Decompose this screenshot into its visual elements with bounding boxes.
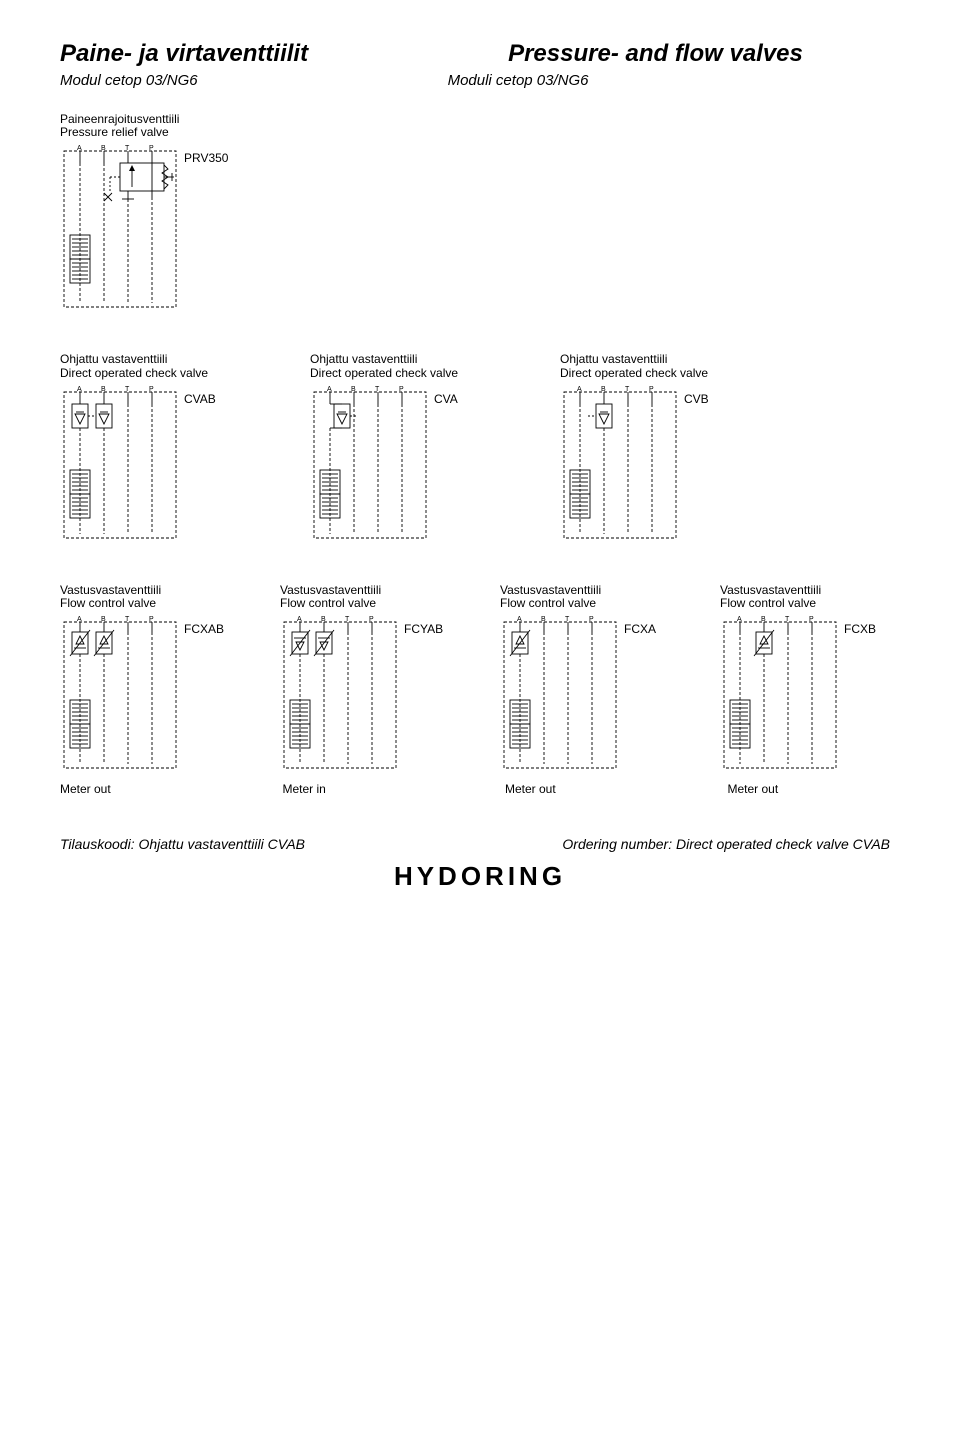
svg-text:A: A — [297, 616, 302, 623]
fcxab-label-fi: Vastusvastaventtiili — [60, 584, 260, 597]
svg-text:P: P — [369, 616, 374, 623]
fcxa-meter: Meter out — [505, 782, 708, 796]
cvb-label-fi: Ohjattu vastaventtiili — [560, 353, 770, 366]
cva-code: CVA — [434, 392, 458, 406]
svg-text:B: B — [101, 145, 106, 152]
cvb-code: CVB — [684, 392, 709, 406]
svg-text:T: T — [785, 616, 790, 623]
svg-text:T: T — [565, 616, 570, 623]
fcxa-label-en: Flow control valve — [500, 597, 700, 610]
svg-text:T: T — [125, 616, 130, 623]
svg-text:T: T — [345, 616, 350, 623]
fcxb-label-en: Flow control valve — [720, 597, 920, 610]
svg-text:T: T — [125, 145, 130, 152]
prv-code: PRV350 — [184, 151, 228, 165]
svg-text:P: P — [649, 386, 654, 393]
cvab-label-en: Direct operated check valve — [60, 367, 270, 380]
fcxab-meter: Meter out — [60, 782, 263, 796]
svg-text:P: P — [149, 386, 154, 393]
svg-text:B: B — [321, 616, 326, 623]
svg-text:A: A — [517, 616, 522, 623]
ordering-fi: Tilauskoodi: Ohjattu vastaventtiili CVAB — [60, 836, 305, 852]
cvab-label-fi: Ohjattu vastaventtiili — [60, 353, 270, 366]
cva-schematic: AB TP — [310, 384, 430, 544]
cvab-code: CVAB — [184, 392, 216, 406]
svg-text:A: A — [77, 616, 82, 623]
ordering-en: Ordering number: Direct operated check v… — [562, 836, 890, 852]
fcxab-label-en: Flow control valve — [60, 597, 260, 610]
svg-text:P: P — [149, 616, 154, 623]
svg-text:A: A — [327, 386, 332, 393]
svg-text:A: A — [737, 616, 742, 623]
svg-text:P: P — [399, 386, 404, 393]
cvb-schematic: AB TP — [560, 384, 680, 544]
brand-logo: HYDORING — [0, 861, 960, 892]
fcxb-label-fi: Vastusvastaventtiili — [720, 584, 920, 597]
fcyab-code: FCYAB — [404, 622, 443, 636]
cvb-label-en: Direct operated check valve — [560, 367, 770, 380]
title-fi: Paine- ja virtaventtiilit — [60, 40, 308, 68]
prv-label-en: Pressure relief valve — [60, 126, 270, 139]
cvab-schematic: AB TP — [60, 384, 180, 544]
svg-text:B: B — [601, 386, 606, 393]
fcxa-schematic: AB TP — [500, 614, 620, 774]
cva-label-fi: Ohjattu vastaventtiili — [310, 353, 520, 366]
svg-text:T: T — [625, 386, 630, 393]
svg-text:P: P — [809, 616, 814, 623]
svg-text:A: A — [77, 386, 82, 393]
svg-text:B: B — [101, 616, 106, 623]
svg-text:B: B — [351, 386, 356, 393]
svg-text:T: T — [375, 386, 380, 393]
svg-text:T: T — [125, 386, 130, 393]
fcxab-code: FCXAB — [184, 622, 224, 636]
svg-text:A: A — [577, 386, 582, 393]
svg-text:B: B — [761, 616, 766, 623]
fcyab-schematic: AB TP — [280, 614, 400, 774]
svg-text:A: A — [77, 145, 82, 152]
fcyab-label-en: Flow control valve — [280, 597, 480, 610]
prv-schematic: A B T P — [60, 143, 180, 313]
fcxa-code: FCXA — [624, 622, 656, 636]
svg-text:B: B — [541, 616, 546, 623]
fcxb-code: FCXB — [844, 622, 876, 636]
title-en: Pressure- and flow valves — [508, 40, 803, 68]
fcxb-meter: Meter out — [728, 782, 931, 796]
fcxa-label-fi: Vastusvastaventtiili — [500, 584, 700, 597]
cva-label-en: Direct operated check valve — [310, 367, 520, 380]
fcxb-schematic: AB TP — [720, 614, 840, 774]
fcxab-schematic: AB TP — [60, 614, 180, 774]
fcyab-label-fi: Vastusvastaventtiili — [280, 584, 480, 597]
svg-text:B: B — [101, 386, 106, 393]
svg-text:P: P — [149, 145, 154, 152]
subtitle-fi: Modul cetop 03/NG6 — [60, 72, 198, 89]
fcyab-meter: Meter in — [283, 782, 486, 796]
svg-text:P: P — [589, 616, 594, 623]
subtitle-en: Moduli cetop 03/NG6 — [448, 72, 589, 89]
